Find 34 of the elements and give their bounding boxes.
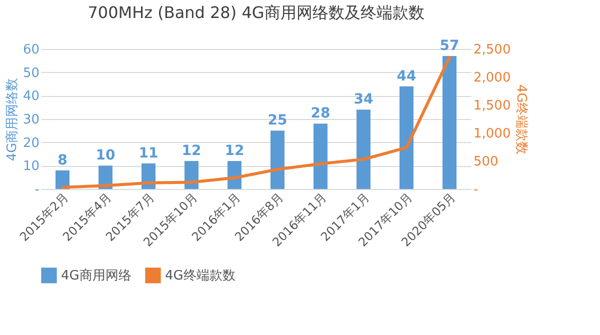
data-label: 11 xyxy=(138,145,158,162)
y-axis-title: 4G商用网络数 xyxy=(4,78,20,162)
y-tick-label: 60 xyxy=(22,42,40,58)
data-label: 28 xyxy=(310,106,330,122)
data-label: 10 xyxy=(96,148,116,164)
y-tick-label: 20 xyxy=(22,136,40,151)
legend-label: 4G商用网络 xyxy=(61,268,132,284)
y2-tick-label: 500 xyxy=(474,154,498,170)
data-label: 8 xyxy=(58,152,68,168)
data-label: 25 xyxy=(268,112,288,129)
y2-tick-label: - xyxy=(474,182,478,198)
y-tick-label: 50 xyxy=(22,66,40,81)
y-tick-label: 10 xyxy=(22,159,40,174)
bar xyxy=(314,124,328,189)
bar xyxy=(400,86,414,189)
legend-label: 4G终端款数 xyxy=(165,268,236,284)
y2-tick-label: 2,000 xyxy=(474,70,511,86)
y-tick-label: 40 xyxy=(22,89,40,104)
data-label: 34 xyxy=(354,92,374,108)
y-tick-label: - xyxy=(34,182,40,198)
data-label: 57 xyxy=(440,38,460,54)
y2-tick-label: 2,500 xyxy=(474,42,511,58)
bar xyxy=(270,130,284,189)
bar xyxy=(442,56,456,189)
data-label: 12 xyxy=(224,143,244,159)
data-label: 12 xyxy=(182,143,202,159)
data-label: 44 xyxy=(396,68,416,84)
y2-tick-label: 1,000 xyxy=(474,126,511,142)
bar xyxy=(356,110,370,189)
y2-axis-title: 4G终端款数 xyxy=(514,84,529,155)
y-tick-label: 30 xyxy=(22,112,40,128)
bar xyxy=(56,170,70,189)
chart-title: 700MHz (Band 28) 4G商用网络数及终端款数 xyxy=(88,3,424,22)
y2-tick-label: 1,500 xyxy=(474,98,511,114)
